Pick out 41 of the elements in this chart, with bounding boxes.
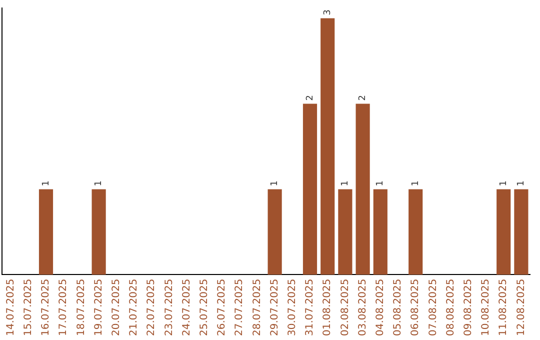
x-tick-label: 11.08.2025 bbox=[498, 278, 510, 336]
x-tick-label: 25.07.2025 bbox=[198, 278, 210, 336]
x-tick-label: 26.07.2025 bbox=[216, 278, 228, 336]
data-label: 1 bbox=[498, 180, 509, 186]
x-tick-label: 02.08.2025 bbox=[340, 278, 351, 336]
data-label: 1 bbox=[410, 180, 421, 186]
x-tick-label: 30.07.2025 bbox=[286, 278, 298, 336]
x-tick-label: 04.08.2025 bbox=[374, 278, 386, 336]
data-label: 1 bbox=[94, 180, 104, 186]
x-tick-label: 05.08.2025 bbox=[392, 278, 404, 336]
x-tick-label: 07.08.2025 bbox=[428, 278, 439, 336]
x-tick-label: 20.07.2025 bbox=[110, 278, 122, 336]
x-tick-label: 10.08.2025 bbox=[480, 278, 492, 336]
x-tick-label: 17.07.2025 bbox=[58, 278, 70, 336]
x-tick-label: 15.07.2025 bbox=[22, 278, 34, 336]
x-tick-label: 12.08.2025 bbox=[516, 278, 527, 336]
x-tick-label: 18.07.2025 bbox=[76, 278, 87, 336]
data-label: 2 bbox=[305, 95, 316, 101]
x-tick-label: 28.07.2025 bbox=[252, 278, 263, 336]
data-label: 1 bbox=[516, 180, 527, 186]
x-tick-label: 08.08.2025 bbox=[445, 278, 456, 336]
data-label: 1 bbox=[270, 180, 280, 186]
x-tick-label: 27.07.2025 bbox=[234, 278, 246, 336]
data-label: 1 bbox=[340, 180, 351, 186]
x-tick-label: 09.08.2025 bbox=[462, 278, 474, 336]
data-label: 1 bbox=[376, 180, 386, 186]
x-tick-label: 03.08.2025 bbox=[357, 278, 368, 336]
x-tick-label: 23.07.2025 bbox=[164, 278, 175, 336]
x-tick-label: 21.07.2025 bbox=[128, 278, 140, 336]
x-tick-label: 29.07.2025 bbox=[269, 278, 280, 336]
x-tick-label: 22.07.2025 bbox=[146, 278, 158, 336]
x-tick-label: 06.08.2025 bbox=[410, 278, 422, 336]
x-tick-label: 14.07.2025 bbox=[5, 278, 16, 336]
x-tick-label: 19.07.2025 bbox=[93, 278, 104, 336]
data-label: 3 bbox=[322, 10, 333, 16]
data-label: 2 bbox=[358, 95, 368, 101]
x-tick-label: 16.07.2025 bbox=[40, 278, 52, 336]
x-tick-label: 31.07.2025 bbox=[304, 278, 316, 336]
data-label: 1 bbox=[41, 180, 52, 186]
x-tick-label: 24.07.2025 bbox=[181, 278, 192, 336]
x-tick-label: 01.08.2025 bbox=[322, 278, 334, 336]
